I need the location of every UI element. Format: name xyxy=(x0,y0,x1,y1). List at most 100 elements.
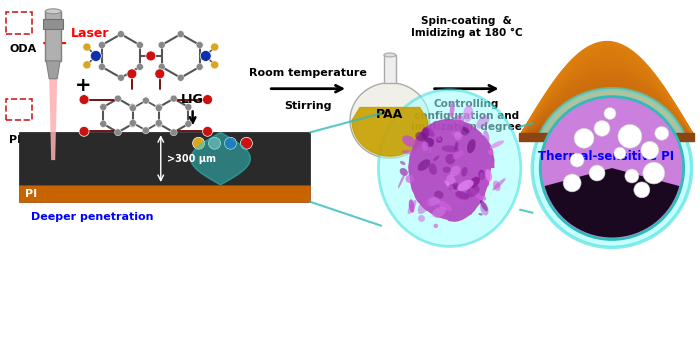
Ellipse shape xyxy=(457,180,474,191)
Polygon shape xyxy=(408,119,495,222)
Ellipse shape xyxy=(478,170,485,180)
Ellipse shape xyxy=(469,177,480,188)
Polygon shape xyxy=(350,83,430,158)
Ellipse shape xyxy=(46,9,61,14)
Ellipse shape xyxy=(480,196,486,201)
Ellipse shape xyxy=(400,168,408,176)
FancyBboxPatch shape xyxy=(384,55,395,83)
Circle shape xyxy=(170,95,177,102)
Circle shape xyxy=(211,43,218,51)
Circle shape xyxy=(589,165,605,181)
Ellipse shape xyxy=(467,139,476,153)
Ellipse shape xyxy=(451,132,463,137)
Ellipse shape xyxy=(405,175,414,183)
Ellipse shape xyxy=(426,197,440,206)
Polygon shape xyxy=(190,132,251,185)
Ellipse shape xyxy=(453,150,463,160)
Ellipse shape xyxy=(418,199,430,214)
Circle shape xyxy=(196,42,203,49)
Circle shape xyxy=(136,42,144,49)
Ellipse shape xyxy=(433,224,438,228)
Ellipse shape xyxy=(480,202,489,216)
Circle shape xyxy=(118,31,125,37)
Ellipse shape xyxy=(484,130,489,143)
Ellipse shape xyxy=(455,191,469,200)
FancyBboxPatch shape xyxy=(6,12,32,34)
Ellipse shape xyxy=(418,159,430,171)
Text: Imidizing at 180 °C: Imidizing at 180 °C xyxy=(411,28,522,38)
Circle shape xyxy=(532,89,692,247)
Circle shape xyxy=(540,97,684,239)
Circle shape xyxy=(202,126,213,136)
Text: Spin-coating  &: Spin-coating & xyxy=(421,16,512,26)
Ellipse shape xyxy=(421,128,429,140)
Ellipse shape xyxy=(442,145,459,152)
FancyBboxPatch shape xyxy=(20,185,310,202)
Ellipse shape xyxy=(463,105,473,122)
Circle shape xyxy=(177,74,184,81)
Text: N: N xyxy=(226,153,235,163)
Text: >300 μm: >300 μm xyxy=(167,154,216,164)
Text: O: O xyxy=(241,153,251,163)
Ellipse shape xyxy=(454,132,462,140)
Circle shape xyxy=(211,61,218,69)
Circle shape xyxy=(654,126,668,140)
Circle shape xyxy=(177,31,184,37)
Circle shape xyxy=(79,94,89,105)
Circle shape xyxy=(640,141,659,159)
Ellipse shape xyxy=(455,114,464,125)
Ellipse shape xyxy=(442,167,451,173)
Ellipse shape xyxy=(461,167,468,176)
Ellipse shape xyxy=(480,172,489,187)
Text: H: H xyxy=(194,153,203,163)
Circle shape xyxy=(625,169,639,183)
Circle shape xyxy=(142,127,149,134)
Circle shape xyxy=(83,43,91,51)
Circle shape xyxy=(99,63,106,70)
Ellipse shape xyxy=(453,183,459,190)
Ellipse shape xyxy=(400,161,405,165)
Ellipse shape xyxy=(478,213,483,216)
Circle shape xyxy=(158,42,165,49)
Ellipse shape xyxy=(468,157,476,165)
Text: +: + xyxy=(75,76,91,95)
Text: LIG: LIG xyxy=(181,92,204,106)
Circle shape xyxy=(79,126,89,136)
Circle shape xyxy=(574,128,594,148)
Circle shape xyxy=(634,182,650,198)
Text: Thermal-sensitive PI: Thermal-sensitive PI xyxy=(538,150,674,163)
Ellipse shape xyxy=(438,201,452,211)
Ellipse shape xyxy=(462,126,470,133)
Ellipse shape xyxy=(490,140,504,148)
Ellipse shape xyxy=(493,181,500,191)
Ellipse shape xyxy=(449,102,454,118)
Ellipse shape xyxy=(445,154,455,164)
Ellipse shape xyxy=(470,188,483,201)
Circle shape xyxy=(129,120,136,127)
Text: Controlling: Controlling xyxy=(434,99,499,108)
FancyBboxPatch shape xyxy=(20,132,310,185)
Ellipse shape xyxy=(432,207,446,218)
Ellipse shape xyxy=(407,200,416,214)
Circle shape xyxy=(114,129,121,136)
Ellipse shape xyxy=(429,146,432,153)
Circle shape xyxy=(185,104,192,111)
Text: C: C xyxy=(211,153,218,163)
Ellipse shape xyxy=(449,166,461,176)
Ellipse shape xyxy=(456,200,464,204)
Ellipse shape xyxy=(477,167,489,178)
Circle shape xyxy=(142,97,149,104)
Polygon shape xyxy=(49,79,57,160)
Circle shape xyxy=(155,119,162,126)
Ellipse shape xyxy=(461,128,468,135)
Ellipse shape xyxy=(424,127,435,137)
Circle shape xyxy=(130,105,136,112)
Ellipse shape xyxy=(480,200,488,211)
Ellipse shape xyxy=(492,178,505,190)
Circle shape xyxy=(90,50,101,61)
Circle shape xyxy=(618,124,642,148)
Wedge shape xyxy=(545,168,679,238)
Ellipse shape xyxy=(425,138,434,147)
Ellipse shape xyxy=(422,142,428,151)
Polygon shape xyxy=(46,61,60,79)
